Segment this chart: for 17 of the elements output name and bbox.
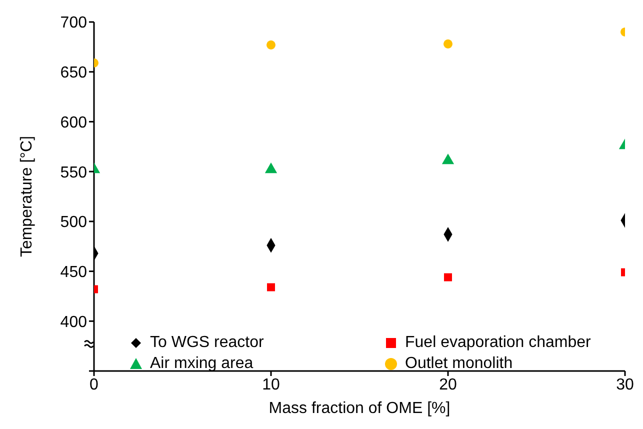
x-axis-title: Mass fraction of OME [%] (268, 400, 450, 417)
x-tick-label: 10 (262, 376, 280, 394)
x-tick-label: 20 (439, 376, 457, 394)
y-tick-label: 450 (60, 264, 88, 281)
legend-label: Air mxing area (150, 355, 254, 373)
y-tick-label: 650 (60, 64, 88, 82)
legend-label: To WGS reactor (150, 334, 264, 352)
y-tick-label: 700 (60, 14, 88, 32)
y-tick-label: 600 (60, 114, 88, 132)
y-tick-label: 400 (60, 314, 88, 331)
y-tick-label: 500 (60, 214, 88, 232)
x-tick-label: 30 (616, 376, 634, 394)
legend-label: Outlet monolith (405, 355, 513, 373)
legend-label: Fuel evaporation chamber (405, 334, 591, 352)
x-tick-label: 0 (90, 376, 99, 394)
y-tick-label: 550 (60, 164, 88, 182)
y-axis-title: Temperature [°C] (18, 136, 36, 258)
